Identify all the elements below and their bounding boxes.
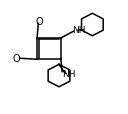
Text: O: O [13, 53, 20, 63]
Text: NH: NH [62, 70, 75, 79]
Text: O: O [35, 16, 43, 26]
Text: NH: NH [72, 26, 85, 35]
